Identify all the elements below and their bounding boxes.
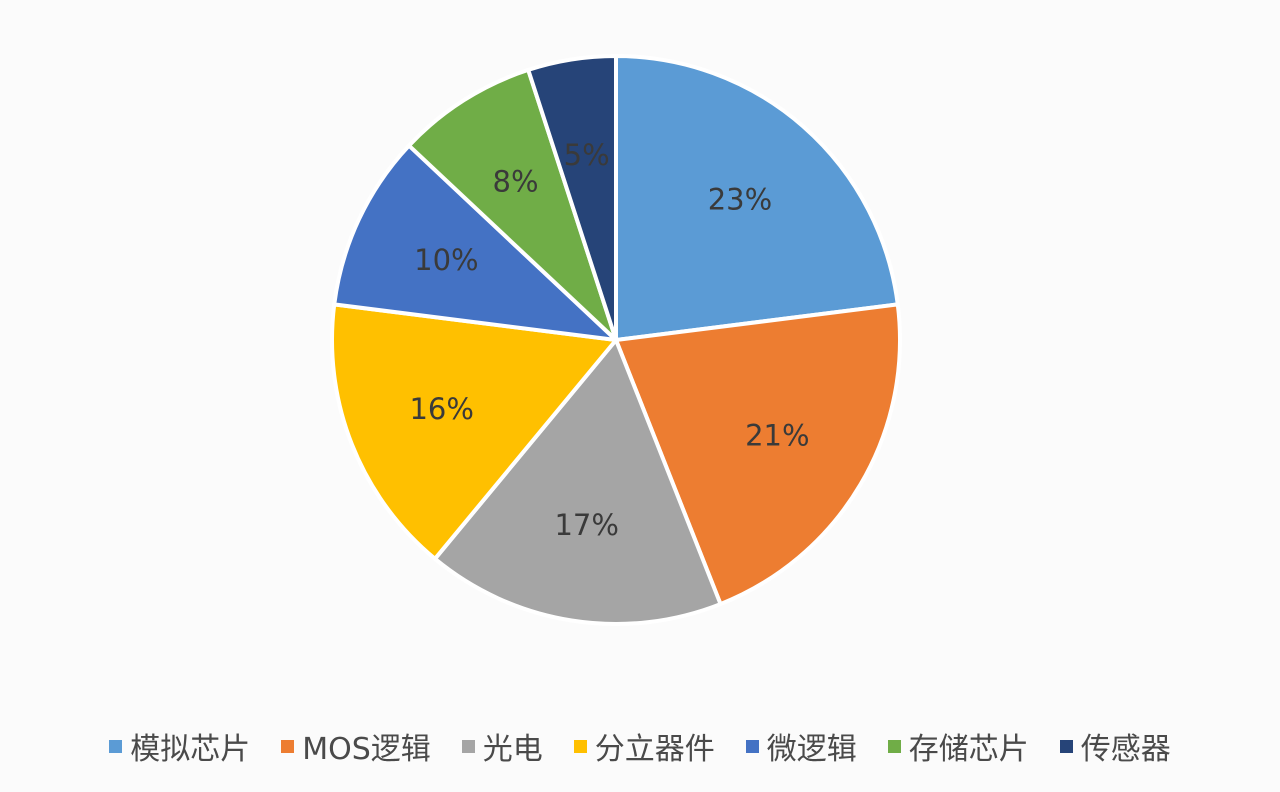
legend-item-sensor: 传感器: [1059, 724, 1171, 768]
pie-slice-discrete-devices: [330, 302, 618, 561]
legend-label-discrete-devices: 分立器件: [594, 732, 715, 767]
legend-swatch-memory-chip: [887, 739, 901, 753]
data-label-sensor: 5%: [564, 138, 610, 172]
legend-label-sensor: 传感器: [1080, 732, 1171, 767]
legend-item-micro-logic: 微逻辑: [745, 724, 857, 768]
legend-swatch-optoelectronics: [461, 739, 475, 753]
legend-item-analog-chip: 模拟芯片: [109, 724, 250, 768]
pie-slice-micro-logic: [332, 143, 618, 342]
legend-item-optoelectronics: 光电: [461, 724, 543, 768]
pie-chart-canvas: 23% 21% 17% 16% 10% 8% 5%: [330, 54, 902, 626]
legend: 模拟芯片 MOS逻辑 光电 分立器件 微逻辑 存储芯片 传感器: [0, 718, 1280, 774]
legend-swatch-analog-chip: [109, 739, 123, 753]
legend-swatch-discrete-devices: [573, 739, 587, 753]
pie-slice-analog-chip: [614, 54, 900, 342]
legend-item-memory-chip: 存储芯片: [887, 724, 1029, 768]
data-label-micro-logic: 10%: [414, 243, 478, 277]
legend-swatch-mos-logic: [281, 739, 295, 753]
pie-slice-sensor: [526, 54, 618, 342]
legend-label-micro-logic: 微逻辑: [766, 732, 857, 767]
legend-label-analog-chip: 模拟芯片: [130, 732, 251, 767]
data-label-mos-logic: 21%: [745, 418, 809, 452]
legend-item-discrete-devices: 分立器件: [573, 724, 715, 768]
legend-label-memory-chip: 存储芯片: [908, 732, 1029, 767]
legend-item-mos-logic: MOS逻辑: [281, 724, 431, 768]
pie-slice-memory-chip: [406, 67, 618, 342]
data-label-optoelectronics: 17%: [554, 508, 618, 542]
pie-slice-optoelectronics: [432, 338, 723, 626]
data-label-memory-chip: 8%: [493, 165, 539, 199]
legend-label-mos-logic: MOS逻辑: [302, 732, 431, 767]
legend-label-optoelectronics: 光电: [482, 732, 543, 767]
legend-swatch-micro-logic: [745, 739, 759, 753]
legend-swatch-sensor: [1059, 739, 1073, 753]
data-label-discrete-devices: 16%: [409, 392, 473, 426]
data-label-analog-chip: 23%: [708, 182, 772, 216]
pie-slice-mos-logic: [614, 302, 902, 607]
